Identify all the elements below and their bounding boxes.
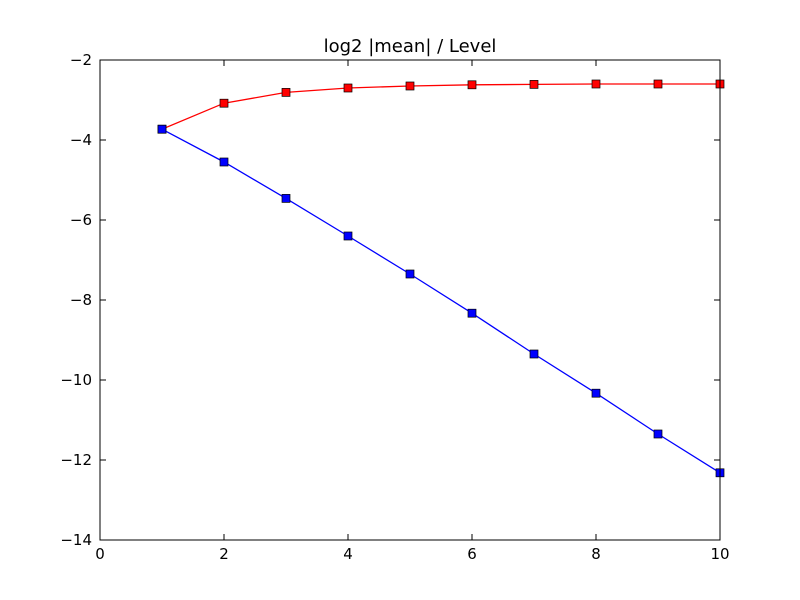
series-1-point-7 bbox=[529, 80, 539, 89]
series-1-point-8 bbox=[591, 79, 601, 89]
x-tick-label: 4 bbox=[343, 545, 353, 563]
series-2-point-3 bbox=[281, 194, 291, 203]
y-tick-label: −4 bbox=[70, 131, 92, 149]
series-2-point-6 bbox=[467, 308, 477, 318]
series-1-point-9 bbox=[653, 79, 663, 89]
series-line-2 bbox=[161, 128, 721, 474]
y-tick-label: −12 bbox=[60, 451, 92, 469]
y-tick-label: −14 bbox=[60, 531, 92, 549]
series-1-point-2 bbox=[219, 98, 229, 108]
x-tick-label: 0 bbox=[95, 545, 105, 563]
y-tick-label: −6 bbox=[70, 211, 92, 229]
x-tick-label: 10 bbox=[710, 545, 729, 563]
y-tick-label: −2 bbox=[70, 51, 92, 69]
series-2-point-8 bbox=[591, 388, 601, 398]
y-tick-label: −10 bbox=[60, 371, 92, 389]
chart-title: log2 |mean| / Level bbox=[324, 36, 497, 57]
y-tick-label: −8 bbox=[70, 291, 92, 309]
axes-layer: 0 2 4 6 8 10 −14 −12 −10 −8 −6 −4 −2 bbox=[60, 51, 729, 563]
series-2-point-1 bbox=[157, 124, 167, 134]
series-2-point-4 bbox=[343, 231, 353, 241]
series-layer bbox=[157, 79, 725, 478]
plot-frame bbox=[99, 59, 721, 541]
series-2-point-2 bbox=[219, 157, 229, 167]
series-1-point-6 bbox=[467, 80, 477, 90]
series-1-point-4 bbox=[343, 83, 353, 93]
series-2-point-9 bbox=[653, 429, 663, 439]
series-line-1 bbox=[161, 83, 720, 130]
series-2-point-5 bbox=[405, 269, 415, 279]
x-tick-label: 8 bbox=[591, 545, 601, 563]
x-tick-label: 2 bbox=[219, 545, 229, 563]
series-1-point-3 bbox=[281, 88, 291, 97]
series-1-point-5 bbox=[405, 81, 415, 91]
x-tick-label: 6 bbox=[467, 545, 477, 563]
series-2-point-7 bbox=[529, 349, 539, 359]
